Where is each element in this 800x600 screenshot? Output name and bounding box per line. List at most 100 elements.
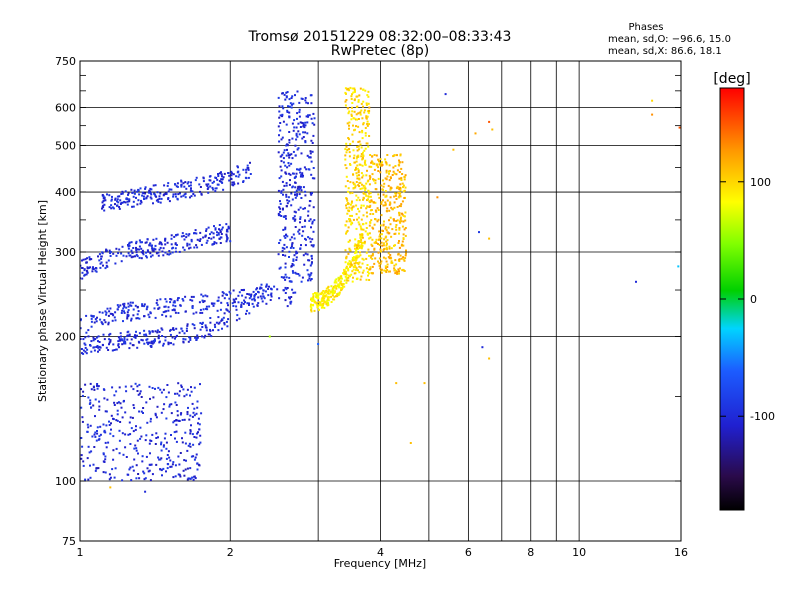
- trace-low-band-point: [84, 383, 87, 386]
- trace-F2-X-tail-point: [386, 248, 388, 251]
- trace-F2-X-tail-point: [393, 267, 396, 270]
- trace-low-band-point: [135, 449, 138, 452]
- trace-F1-lower-point: [278, 297, 281, 300]
- trace-F2-X-tail-point: [378, 264, 381, 267]
- trace-F2-X-rise-point: [322, 302, 325, 305]
- trace-F2-O-cusp-point: [312, 230, 315, 233]
- trace-F2-O-cusp-point: [304, 131, 307, 134]
- trace-F2-X-rise-point: [339, 276, 342, 278]
- trace-F2-O-top-point: [136, 203, 139, 206]
- trace-F2-X-cusp-point: [368, 109, 371, 112]
- trace-low-band-point: [138, 410, 141, 413]
- trace-F2-O-top-point: [118, 206, 121, 208]
- trace-F2-O-cusp-point: [281, 246, 284, 249]
- trace-F1-lower-point: [228, 290, 231, 293]
- trace-F1-upper-point: [117, 252, 120, 255]
- trace-F2-X-cusp-point: [355, 204, 358, 207]
- trace-F2-O-cusp-point: [279, 200, 281, 203]
- trace-low-band-point: [80, 457, 83, 460]
- trace-F1-lower-point: [248, 302, 250, 305]
- trace-F2-X-tail-point: [399, 186, 402, 189]
- trace-E-trace-point: [160, 327, 163, 330]
- trace-F2-O-top-point: [212, 188, 215, 191]
- trace-low-band-point: [92, 463, 95, 466]
- trace-low-band-point: [163, 437, 166, 440]
- trace-low-band-point: [82, 464, 85, 467]
- trace-F1-upper-point: [131, 251, 134, 254]
- trace-F2-X-tail-point: [402, 186, 404, 189]
- trace-E-trace-point: [217, 316, 220, 319]
- trace-F2-O-cusp-point: [285, 184, 288, 187]
- trace-F2-X-rise-point: [340, 282, 343, 285]
- trace-F1-upper-point: [171, 251, 174, 254]
- trace-low-band-point: [180, 386, 183, 388]
- trace-low-band-point: [189, 467, 192, 470]
- trace-F2-X-tail-point: [404, 234, 407, 237]
- trace-F2-X-tail-point: [373, 168, 376, 171]
- trace-low-band-point: [133, 447, 136, 450]
- trace-F2-O-cusp-point: [292, 258, 295, 261]
- trace-low-band-point: [159, 458, 162, 461]
- echo-points: [80, 86, 681, 493]
- trace-F2-O-top-point: [146, 195, 149, 198]
- trace-low-band-point: [105, 446, 108, 449]
- trace-F1-upper-point: [162, 247, 165, 250]
- trace-F2-X-tail-point: [374, 257, 377, 260]
- trace-low-band-point: [108, 420, 110, 423]
- trace-F1-lower-point: [177, 312, 180, 314]
- x-tick-label: 1: [77, 546, 84, 559]
- trace-F2-O-cusp-point: [295, 272, 298, 275]
- trace-low-band-point: [170, 403, 173, 406]
- trace-F2-O-cusp-point: [282, 151, 285, 154]
- trace-low-band-point: [81, 420, 84, 423]
- trace-F2-O-cusp-point: [308, 200, 311, 202]
- trace-F1-lower-point: [148, 316, 151, 319]
- trace-low-band-point: [190, 455, 193, 458]
- trace-low-band-point: [123, 399, 125, 402]
- trace-F2-X-tail-point: [385, 161, 388, 164]
- trace-F2-X-cusp-point: [367, 102, 370, 105]
- trace-E-trace-point: [120, 338, 123, 341]
- trace-F2-O-cusp-point: [290, 162, 293, 165]
- trace-low-band-point: [108, 424, 111, 426]
- trace-F2-X-tail-point: [399, 195, 402, 198]
- trace-low-band-point: [181, 419, 184, 421]
- trace-F2-O-top-point: [174, 193, 177, 196]
- trace-F2-X-tail-point: [373, 154, 376, 156]
- trace-low-band-point: [196, 406, 199, 409]
- trace-noise-point: [491, 128, 494, 131]
- trace-F2-X-cusp-point: [365, 257, 368, 260]
- trace-low-band-point: [121, 416, 124, 419]
- trace-F2-X-rise-point: [339, 282, 342, 284]
- trace-E-trace-point: [154, 339, 156, 342]
- trace-E-trace-point: [143, 342, 146, 345]
- trace-F1-upper-point: [135, 249, 138, 251]
- trace-F2-X-cusp-point: [344, 249, 347, 252]
- trace-F2-O-top-point: [177, 193, 180, 196]
- trace-F1-lower-point: [132, 314, 135, 317]
- trace-F2-X-tail-point: [398, 240, 400, 242]
- trace-F2-O-top-point: [235, 175, 238, 178]
- trace-F2-O-cusp-point: [304, 124, 307, 127]
- trace-F2-X-cusp-point: [362, 88, 365, 91]
- trace-F2-X-cusp-point: [350, 95, 353, 98]
- trace-F2-O-top-point: [198, 183, 201, 186]
- trace-low-band-point: [105, 410, 108, 413]
- trace-F2-X-tail-point: [371, 254, 374, 257]
- trace-F2-O-top-point: [246, 167, 249, 170]
- trace-F2-X-cusp-point: [347, 276, 350, 279]
- trace-F2-O-cusp-point: [293, 126, 296, 129]
- trace-F1-lower-point: [216, 299, 219, 302]
- trace-F2-O-cusp-point: [297, 273, 300, 275]
- trace-F2-X-cusp-point: [365, 115, 368, 118]
- trace-F2-O-top-point: [232, 173, 235, 176]
- trace-F1-upper-point: [186, 244, 189, 247]
- trace-F2-X-cusp-point: [366, 115, 369, 118]
- trace-F2-O-cusp-point: [297, 122, 300, 125]
- trace-F2-O-top-point: [230, 174, 233, 177]
- trace-F2-X-rise-point: [359, 245, 362, 248]
- trace-low-band-point: [104, 441, 107, 444]
- trace-low-band-point: [157, 386, 160, 389]
- trace-low-band-point: [141, 460, 144, 463]
- trace-F2-X-tail-point: [380, 268, 383, 271]
